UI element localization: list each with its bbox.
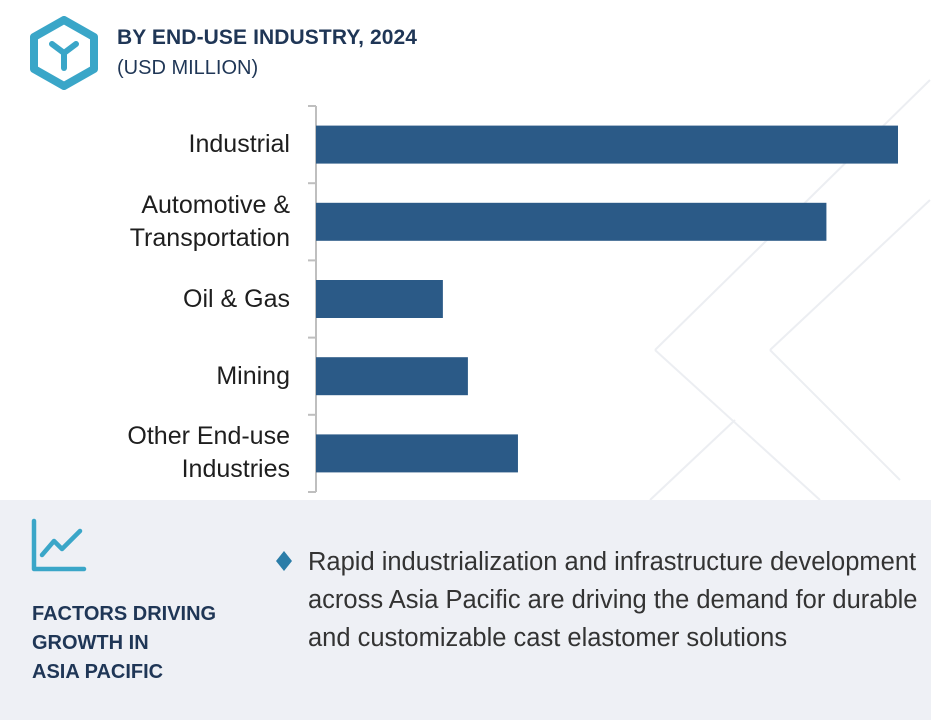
- category-label: Oil & Gas: [183, 284, 290, 313]
- chart-subtitle: (USD MILLION): [117, 57, 259, 79]
- trend-line-icon: [31, 518, 87, 572]
- bar-oil-gas: [316, 280, 443, 318]
- category-label: Mining: [216, 361, 290, 390]
- bar-other-end-use-industries: [316, 434, 518, 473]
- bar-automotive-transportation: [316, 202, 827, 241]
- hexagon-logo-icon: [30, 16, 98, 90]
- factors-heading: FACTORS DRIVING GROWTH IN ASIA PACIFIC: [32, 603, 217, 683]
- chart-title: BY END-USE INDUSTRY, 2024: [117, 26, 418, 49]
- bar-industrial: [316, 125, 898, 164]
- bar-chart: [308, 105, 898, 493]
- category-label: Industrial: [188, 130, 290, 159]
- factors-panel: [0, 500, 931, 720]
- category-label: Other End-use Industries: [127, 422, 290, 484]
- bar-mining: [316, 357, 468, 396]
- diamond-bullet-icon: [276, 551, 292, 571]
- category-label: Automotive & Transportation: [129, 190, 290, 252]
- factor-description: Rapid industrialization and infrastructu…: [308, 548, 918, 652]
